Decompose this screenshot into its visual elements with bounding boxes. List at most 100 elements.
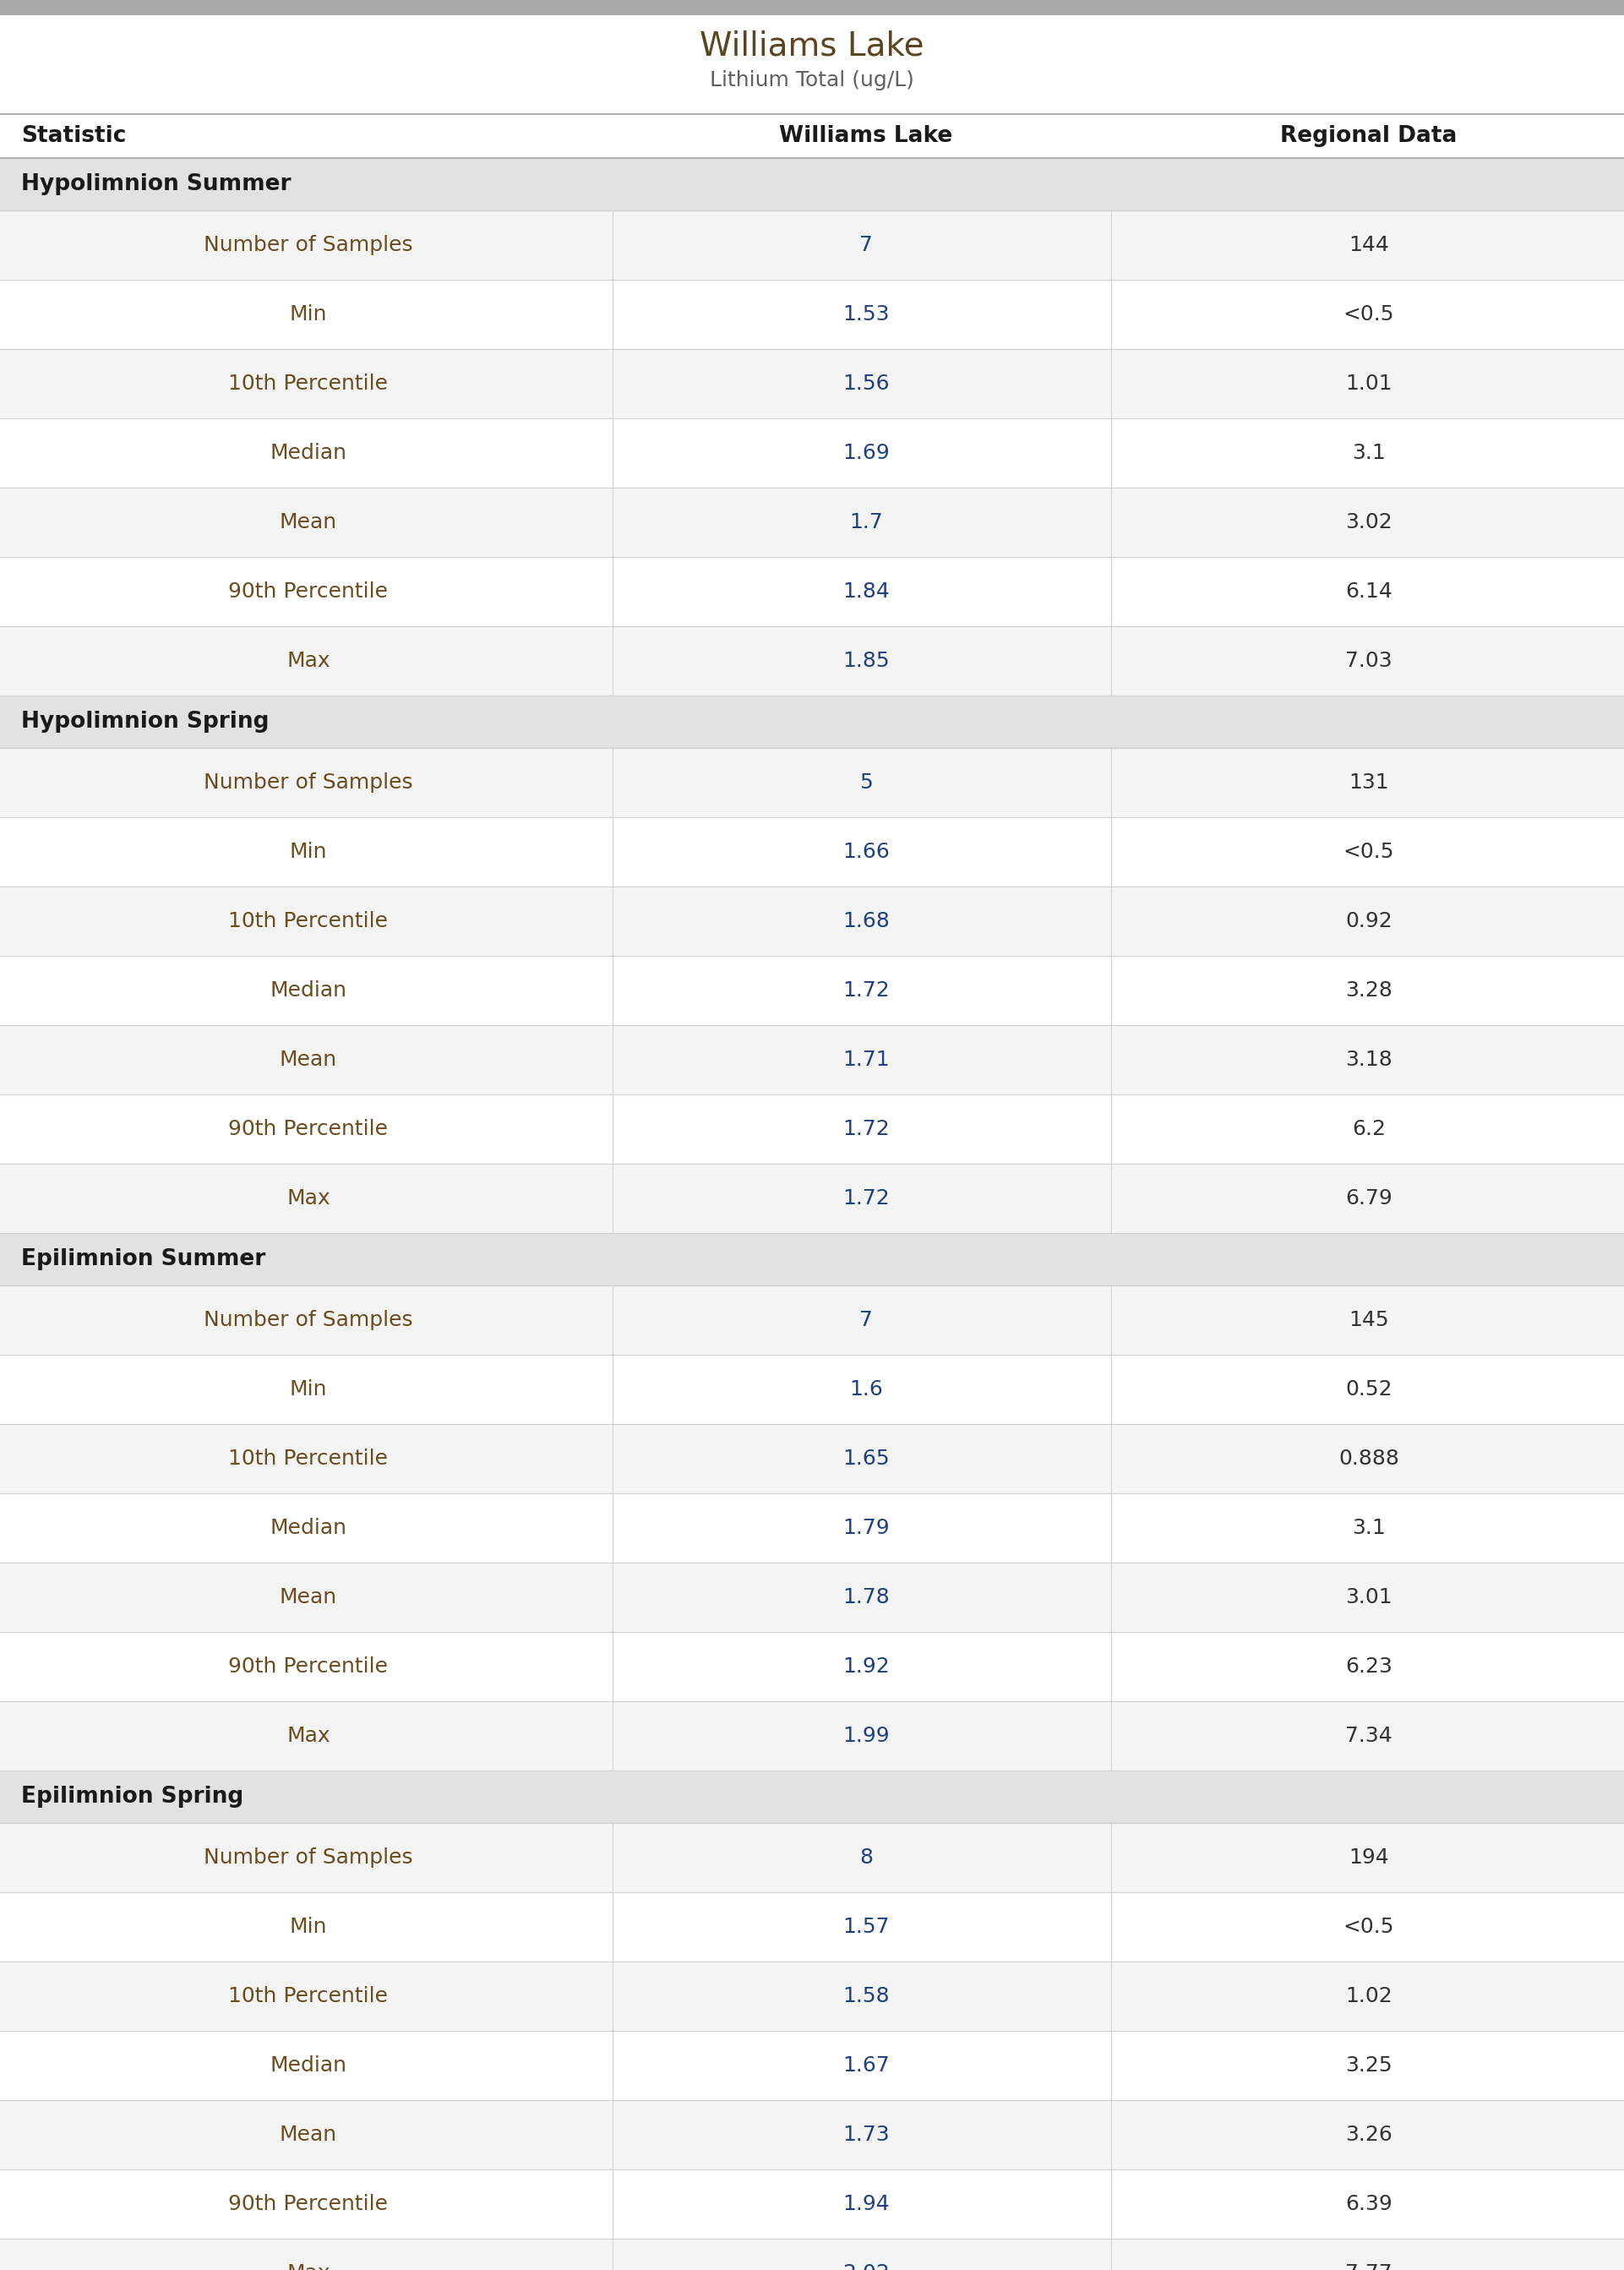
Text: 1.57: 1.57 bbox=[843, 1916, 890, 1936]
Text: 1.85: 1.85 bbox=[843, 651, 890, 672]
Bar bbox=[0, 114, 1624, 159]
Bar bbox=[0, 627, 1624, 695]
Text: 2.02: 2.02 bbox=[843, 2263, 890, 2270]
Text: 1.66: 1.66 bbox=[843, 842, 890, 863]
Text: <0.5: <0.5 bbox=[1343, 842, 1395, 863]
Text: 1.72: 1.72 bbox=[843, 981, 890, 1001]
Text: Statistic: Statistic bbox=[21, 125, 127, 148]
Text: Lithium Total (ug/L): Lithium Total (ug/L) bbox=[710, 70, 914, 91]
Text: Mean: Mean bbox=[279, 513, 338, 533]
Text: 90th Percentile: 90th Percentile bbox=[229, 1657, 388, 1678]
Bar bbox=[0, 888, 1624, 956]
Text: 1.65: 1.65 bbox=[843, 1448, 890, 1469]
Text: 1.78: 1.78 bbox=[843, 1587, 890, 1607]
Bar bbox=[0, 350, 1624, 418]
Text: Number of Samples: Number of Samples bbox=[203, 1310, 412, 1330]
Text: Mean: Mean bbox=[279, 1587, 338, 1607]
Text: 3.1: 3.1 bbox=[1353, 1519, 1385, 1539]
Text: 194: 194 bbox=[1348, 1848, 1389, 1868]
Text: 0.52: 0.52 bbox=[1345, 1380, 1392, 1401]
Bar bbox=[0, 1893, 1624, 1961]
Text: 3.18: 3.18 bbox=[1345, 1049, 1392, 1069]
Text: 10th Percentile: 10th Percentile bbox=[229, 910, 388, 931]
Text: Median: Median bbox=[270, 981, 348, 1001]
Bar bbox=[0, 1632, 1624, 1700]
Text: 7: 7 bbox=[859, 234, 872, 254]
Bar bbox=[0, 1233, 1624, 1285]
Bar bbox=[0, 279, 1624, 350]
Text: 1.02: 1.02 bbox=[1345, 1986, 1392, 2007]
Text: Max: Max bbox=[286, 2263, 330, 2270]
Text: 6.23: 6.23 bbox=[1345, 1657, 1392, 1678]
Text: 1.7: 1.7 bbox=[849, 513, 883, 533]
Text: 1.68: 1.68 bbox=[843, 910, 890, 931]
Text: Min: Min bbox=[289, 1916, 326, 1936]
Text: 0.888: 0.888 bbox=[1338, 1448, 1400, 1469]
Bar bbox=[0, 0, 1624, 16]
Text: 1.94: 1.94 bbox=[843, 2193, 890, 2213]
Text: 6.79: 6.79 bbox=[1345, 1187, 1392, 1208]
Text: Max: Max bbox=[286, 1725, 330, 1746]
Text: Median: Median bbox=[270, 2054, 348, 2075]
Bar bbox=[0, 1823, 1624, 1893]
Text: <0.5: <0.5 bbox=[1343, 304, 1395, 325]
Bar bbox=[0, 1562, 1624, 1632]
Bar bbox=[0, 1494, 1624, 1562]
Text: 90th Percentile: 90th Percentile bbox=[229, 581, 388, 602]
Bar bbox=[0, 211, 1624, 279]
Bar bbox=[0, 1285, 1624, 1355]
Bar bbox=[0, 2032, 1624, 2100]
Bar bbox=[0, 1700, 1624, 1771]
Text: 6.39: 6.39 bbox=[1345, 2193, 1392, 2213]
Text: 1.67: 1.67 bbox=[843, 2054, 890, 2075]
Text: Median: Median bbox=[270, 1519, 348, 1539]
Text: Median: Median bbox=[270, 443, 348, 463]
Bar bbox=[0, 2238, 1624, 2270]
Bar bbox=[0, 2100, 1624, 2170]
Text: 6.14: 6.14 bbox=[1345, 581, 1392, 602]
Text: Epilimnion Spring: Epilimnion Spring bbox=[21, 1786, 244, 1807]
Bar bbox=[0, 695, 1624, 747]
Text: 90th Percentile: 90th Percentile bbox=[229, 2193, 388, 2213]
Text: 8: 8 bbox=[859, 1848, 872, 1868]
Text: Min: Min bbox=[289, 842, 326, 863]
Text: 1.53: 1.53 bbox=[843, 304, 890, 325]
Text: 10th Percentile: 10th Percentile bbox=[229, 1986, 388, 2007]
Bar bbox=[0, 1961, 1624, 2032]
Text: 10th Percentile: 10th Percentile bbox=[229, 1448, 388, 1469]
Text: Epilimnion Summer: Epilimnion Summer bbox=[21, 1249, 266, 1271]
Text: Mean: Mean bbox=[279, 1049, 338, 1069]
Text: 144: 144 bbox=[1348, 234, 1389, 254]
Text: 3.26: 3.26 bbox=[1345, 2125, 1392, 2145]
Text: 1.99: 1.99 bbox=[843, 1725, 890, 1746]
Text: 1.71: 1.71 bbox=[843, 1049, 890, 1069]
Text: 1.79: 1.79 bbox=[843, 1519, 890, 1539]
Text: 6.2: 6.2 bbox=[1351, 1119, 1385, 1140]
Text: 90th Percentile: 90th Percentile bbox=[229, 1119, 388, 1140]
Text: 131: 131 bbox=[1348, 772, 1389, 792]
Bar bbox=[0, 817, 1624, 888]
Text: 1.58: 1.58 bbox=[843, 1986, 890, 2007]
Bar bbox=[0, 1165, 1624, 1233]
Bar bbox=[0, 1026, 1624, 1094]
Text: 1.69: 1.69 bbox=[843, 443, 890, 463]
Bar bbox=[0, 488, 1624, 556]
Text: 1.73: 1.73 bbox=[843, 2125, 890, 2145]
Text: 1.72: 1.72 bbox=[843, 1119, 890, 1140]
Text: Hypolimnion Spring: Hypolimnion Spring bbox=[21, 711, 270, 733]
Text: 1.01: 1.01 bbox=[1345, 375, 1392, 393]
Text: 1.84: 1.84 bbox=[843, 581, 890, 602]
Text: Regional Data: Regional Data bbox=[1280, 125, 1457, 148]
Bar bbox=[0, 556, 1624, 627]
Text: Max: Max bbox=[286, 1187, 330, 1208]
Text: 3.28: 3.28 bbox=[1345, 981, 1392, 1001]
Text: 1.92: 1.92 bbox=[843, 1657, 890, 1678]
Bar bbox=[0, 1094, 1624, 1165]
Text: 10th Percentile: 10th Percentile bbox=[229, 375, 388, 393]
Text: Number of Samples: Number of Samples bbox=[203, 772, 412, 792]
Text: 7.34: 7.34 bbox=[1345, 1725, 1392, 1746]
Text: Williams Lake: Williams Lake bbox=[780, 125, 953, 148]
Text: 1.6: 1.6 bbox=[849, 1380, 883, 1401]
Text: Min: Min bbox=[289, 304, 326, 325]
Text: 3.02: 3.02 bbox=[1345, 513, 1392, 533]
